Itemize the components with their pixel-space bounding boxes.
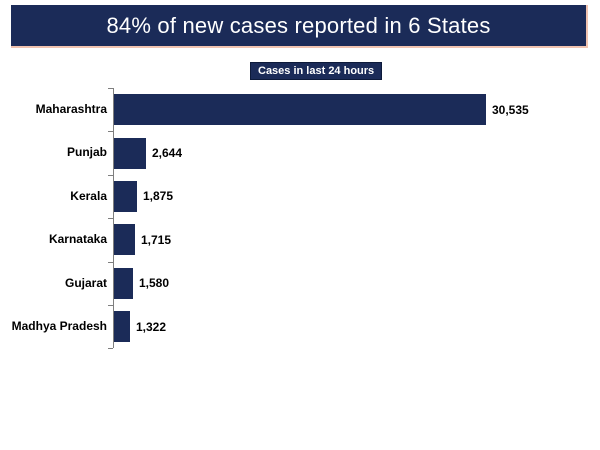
bar-row: Karnataka 1,715 xyxy=(0,218,600,261)
axis-tick xyxy=(108,218,113,219)
axis-tick xyxy=(108,348,113,349)
bar xyxy=(114,224,135,256)
bar-row: Punjab 2,644 xyxy=(0,131,600,174)
bar-row: Kerala 1,875 xyxy=(0,175,600,218)
value-label: 1,715 xyxy=(141,232,172,247)
value-label: 1,875 xyxy=(143,189,174,204)
bar-row: Gujarat 1,580 xyxy=(0,262,600,305)
title-banner: 84% of new cases reported in 6 States xyxy=(11,5,588,48)
bar xyxy=(114,311,130,343)
axis-tick xyxy=(108,305,113,306)
axis-tick xyxy=(108,88,113,89)
value-label: 1,580 xyxy=(139,276,170,291)
bar xyxy=(114,267,133,299)
category-label: Gujarat xyxy=(64,275,107,290)
value-label: 1,322 xyxy=(136,319,167,334)
bar xyxy=(114,94,486,126)
bar xyxy=(114,180,137,212)
category-label: Kerala xyxy=(70,188,107,203)
axis-tick xyxy=(108,131,113,132)
category-label: Madhya Pradesh xyxy=(11,319,107,334)
value-label: 30,535 xyxy=(492,102,529,117)
category-label: Karnataka xyxy=(48,232,107,247)
value-label: 2,644 xyxy=(152,146,183,161)
chart-legend-label: Cases in last 24 hours xyxy=(258,65,375,77)
y-axis-line xyxy=(113,88,114,348)
category-label: Punjab xyxy=(66,145,107,160)
chart-legend: Cases in last 24 hours xyxy=(250,62,383,80)
bar xyxy=(114,137,146,169)
bar-row: Maharashtra 30,535 xyxy=(0,88,600,131)
category-label: Maharashtra xyxy=(35,102,107,117)
bar-chart: Maharashtra 30,535 Punjab 2,644 Kerala 1,875 K… xyxy=(0,88,600,349)
axis-tick xyxy=(108,175,113,176)
axis-tick xyxy=(108,262,113,263)
bar-row: Madhya Pradesh 1,322 xyxy=(0,305,600,348)
page-title: 84% of new cases reported in 6 States xyxy=(106,12,491,38)
